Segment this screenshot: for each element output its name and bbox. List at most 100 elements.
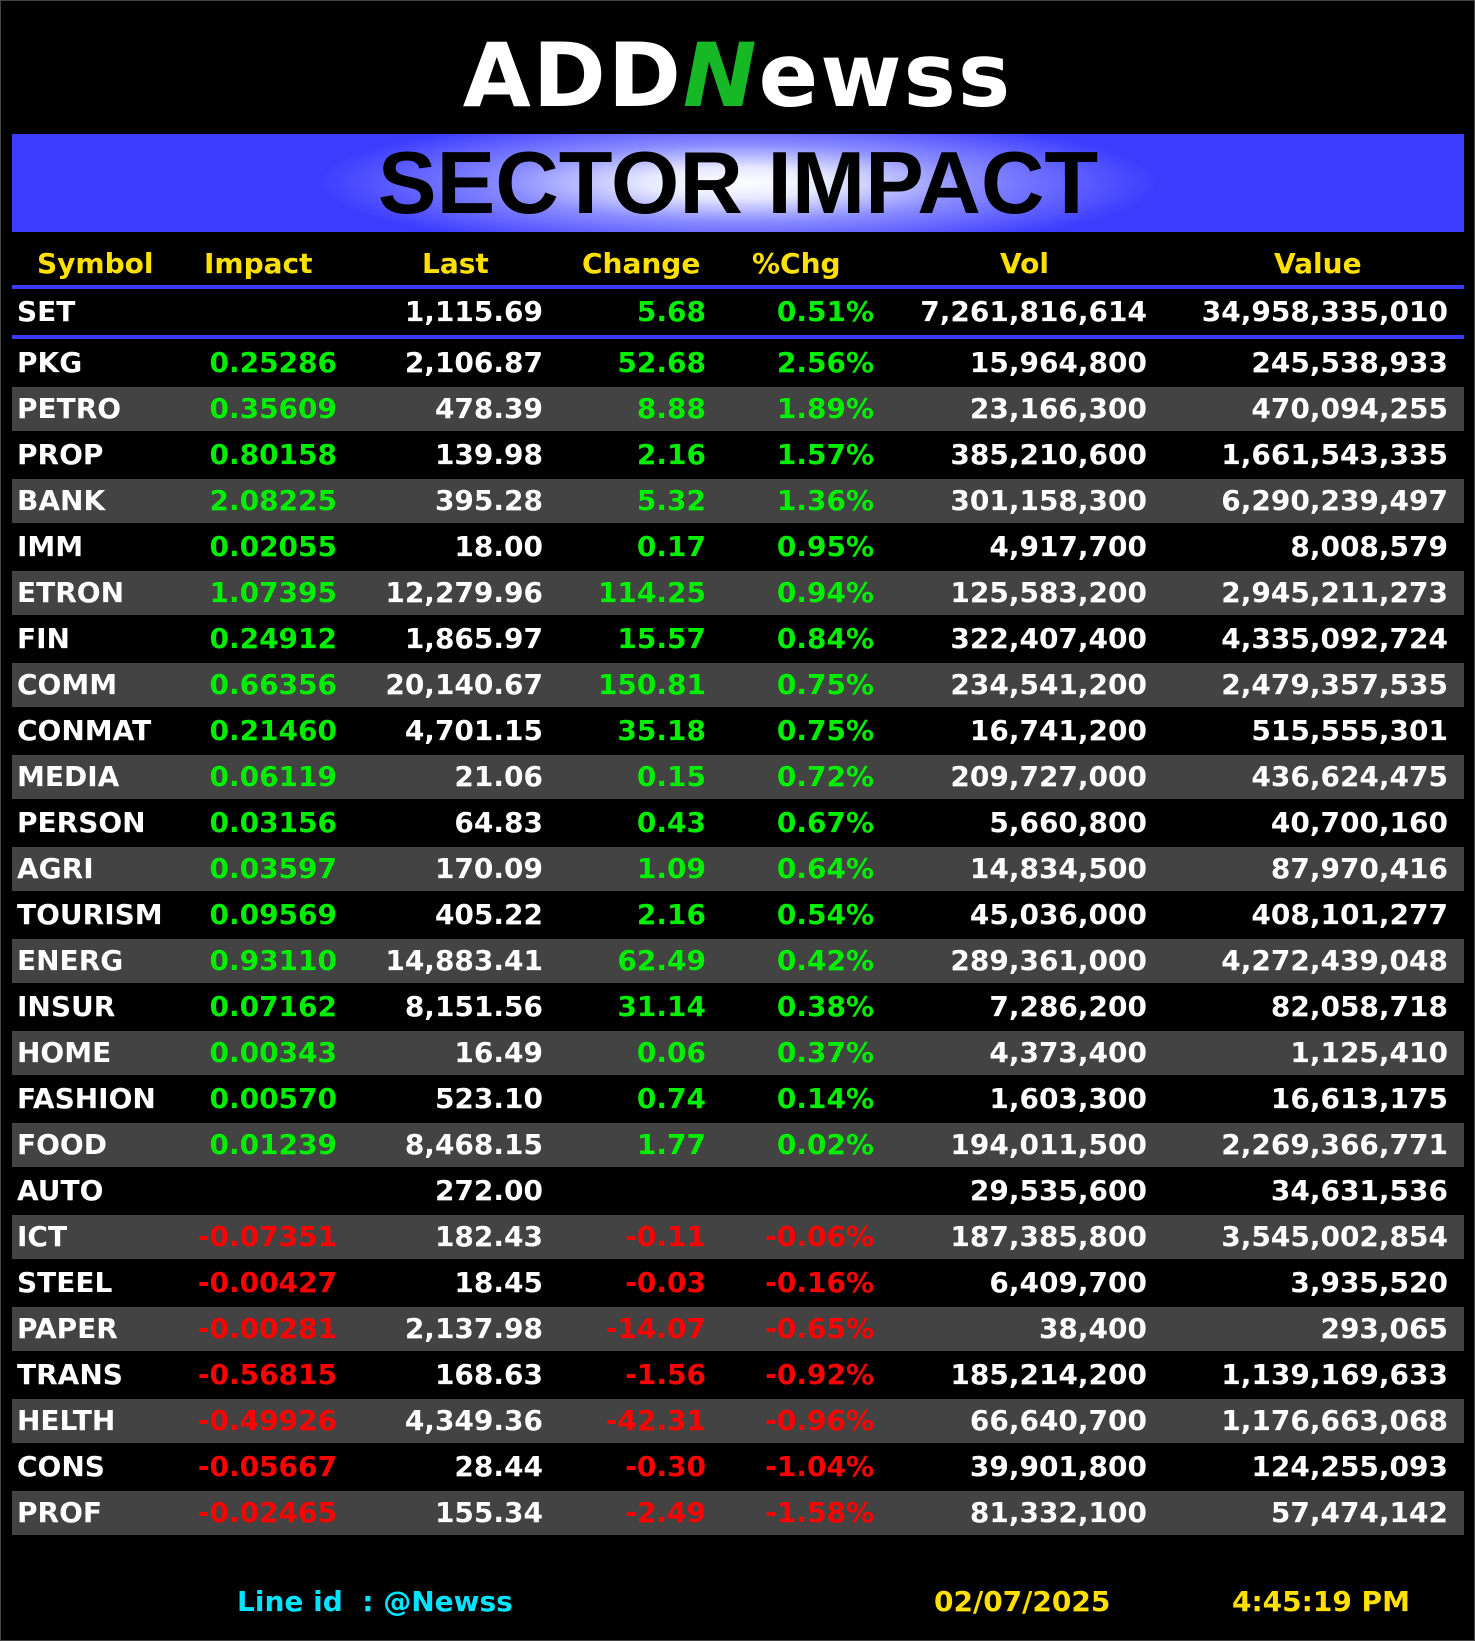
cell-change: 1.77 [636,1128,706,1161]
cell-vol: 7,286,200 [989,990,1147,1023]
cell-pct: 0.84% [776,622,874,655]
cell-pct: 0.72% [776,760,874,793]
cell-symbol: PROF [17,1496,103,1529]
table-row: HELTH -0.49926 4,349.36 -42.31 -0.96% 66,640,… [12,1399,1464,1443]
cell-symbol: PAPER [17,1312,118,1345]
table-row: FIN 0.24912 1,865.97 15.57 0.84% 322,407,400 4… [12,617,1464,661]
cell-value: 245,538,933 [1251,346,1448,379]
cell-last: 405.22 [434,898,543,931]
cell-impact: 0.24912 [209,622,337,655]
footer-line-label: Line id [237,1585,343,1618]
cell-vol: 66,640,700 [969,1404,1147,1437]
set-pct: 0.51% [776,295,874,328]
cell-symbol: INSUR [17,990,116,1023]
table-row: PAPER -0.00281 2,137.98 -14.07 -0.65% 38,400 2… [12,1307,1464,1351]
footer-line-handle: @Newss [383,1585,513,1618]
table-row: TOURISM 0.09569 405.22 2.16 0.54% 45,036,000 4… [12,893,1464,937]
cell-change: 2.16 [636,898,706,931]
cell-last: 170.09 [434,852,543,885]
cell-pct: -1.58% [765,1496,874,1529]
cell-impact: 0.35609 [209,392,337,425]
table-row: CONMAT 0.21460 4,701.15 35.18 0.75% 16,741,20… [12,709,1464,753]
cell-symbol: AGRI [17,852,94,885]
cell-symbol: PROP [17,438,104,471]
cell-vol: 38,400 [1038,1312,1147,1345]
cell-last: 2,137.98 [404,1312,543,1345]
cell-vol: 4,917,700 [989,530,1147,563]
cell-symbol: PKG [17,346,83,379]
cell-impact: 0.07162 [209,990,337,1023]
table-row: ENERG 0.93110 14,883.41 62.49 0.42% 289,361,0… [12,939,1464,983]
table-row: PERSON 0.03156 64.83 0.43 0.67% 5,660,800 40,7… [12,801,1464,845]
cell-vol: 5,660,800 [989,806,1147,839]
header-pct: %Chg [752,247,841,280]
cell-vol: 81,332,100 [969,1496,1147,1529]
cell-impact: 0.03597 [209,852,337,885]
cell-symbol: TRANS [17,1358,123,1391]
cell-last: 2,106.87 [404,346,543,379]
cell-impact: 0.01239 [209,1128,337,1161]
cell-impact: 0.03156 [209,806,337,839]
cell-change: -2.49 [625,1496,706,1529]
header-divider [12,285,1464,289]
table-row: AUTO 272.00 29,535,600 34,631,536 [12,1169,1464,1213]
cell-symbol: COMM [17,668,118,701]
cell-vol: 14,834,500 [969,852,1147,885]
cell-pct: 0.54% [776,898,874,931]
cell-pct: 1.89% [776,392,874,425]
cell-symbol: ICT [17,1220,68,1253]
cell-change: 0.15 [636,760,706,793]
set-value: 34,958,335,010 [1201,295,1448,328]
cell-pct: -0.16% [765,1266,874,1299]
cell-impact: -0.00427 [197,1266,337,1299]
cell-value: 408,101,277 [1251,898,1448,931]
cell-symbol: STEEL [17,1266,113,1299]
cell-pct: -0.06% [765,1220,874,1253]
cell-last: 168.63 [434,1358,543,1391]
cell-value: 515,555,301 [1251,714,1448,747]
cell-last: 272.00 [434,1174,543,1207]
cell-pct: 0.75% [776,714,874,747]
cell-value: 2,269,366,771 [1221,1128,1448,1161]
cell-vol: 322,407,400 [950,622,1147,655]
cell-last: 4,701.15 [404,714,543,747]
cell-last: 8,468.15 [404,1128,543,1161]
logo-part-add: ADD [462,23,683,127]
cell-value: 293,065 [1320,1312,1448,1345]
cell-symbol: PETRO [17,392,122,425]
cell-impact: -0.07351 [197,1220,337,1253]
cell-pct: 2.56% [776,346,874,379]
cell-value: 87,970,416 [1270,852,1448,885]
table-row: ICT -0.07351 182.43 -0.11 -0.06% 187,385,800 3… [12,1215,1464,1259]
cell-change: 0.43 [636,806,706,839]
cell-pct: -1.04% [765,1450,874,1483]
cell-vol: 23,166,300 [969,392,1147,425]
cell-value: 1,125,410 [1290,1036,1448,1069]
table-row: PETRO 0.35609 478.39 8.88 1.89% 23,166,300 470… [12,387,1464,431]
cell-symbol: ENERG [17,944,124,977]
cell-vol: 187,385,800 [950,1220,1147,1253]
cell-vol: 6,409,700 [989,1266,1147,1299]
table-row: FOOD 0.01239 8,468.15 1.77 0.02% 194,011,500 2… [12,1123,1464,1167]
cell-change: 0.17 [636,530,706,563]
table-row: ETRON 1.07395 12,279.96 114.25 0.94% 125,583,… [12,571,1464,615]
cell-pct: -0.92% [765,1358,874,1391]
set-change: 5.68 [636,295,706,328]
cell-vol: 39,901,800 [969,1450,1147,1483]
cell-impact: 0.06119 [209,760,337,793]
cell-last: 21.06 [454,760,543,793]
cell-impact: -0.05667 [197,1450,337,1483]
cell-last: 14,883.41 [385,944,543,977]
cell-vol: 15,964,800 [969,346,1147,379]
cell-symbol: IMM [17,530,84,563]
cell-value: 4,272,439,048 [1221,944,1448,977]
cell-value: 3,545,002,854 [1221,1220,1448,1253]
cell-last: 12,279.96 [385,576,543,609]
cell-last: 395.28 [434,484,543,517]
cell-vol: 289,361,000 [950,944,1147,977]
cell-vol: 1,603,300 [989,1082,1147,1115]
cell-impact: -0.02465 [197,1496,337,1529]
cell-symbol: TOURISM [17,898,163,931]
table-row: MEDIA 0.06119 21.06 0.15 0.72% 209,727,000 436… [12,755,1464,799]
cell-change: 150.81 [597,668,706,701]
